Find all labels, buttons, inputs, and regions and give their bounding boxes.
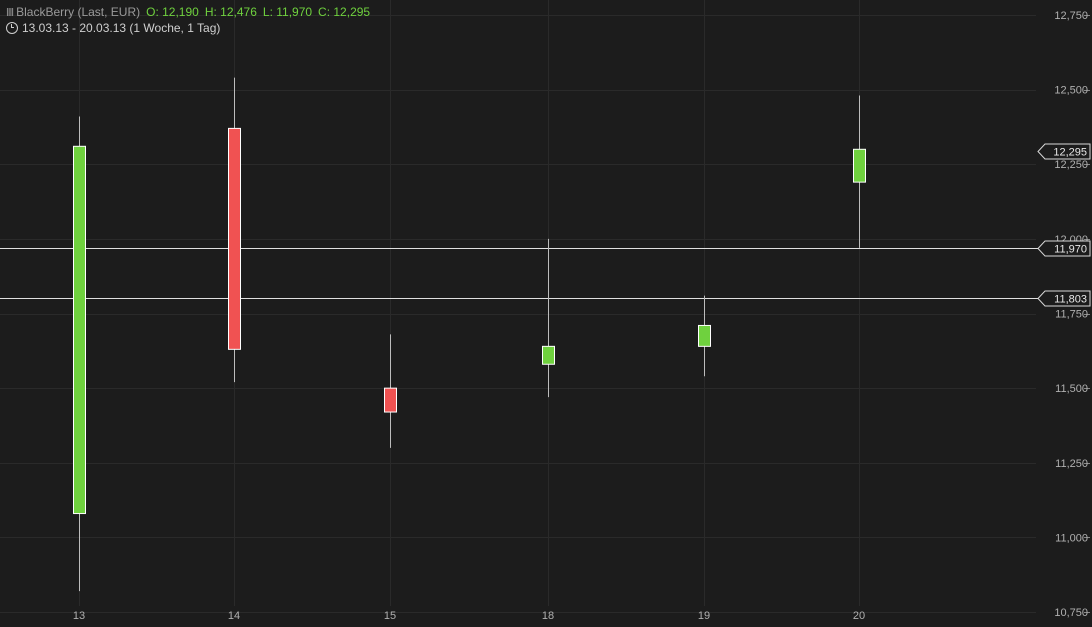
last-price-tag-text: 12,295 <box>1053 147 1087 159</box>
period-label: 13.03.13 - 20.03.13 (1 Woche, 1 Tag) <box>22 21 221 35</box>
ohlc-values: O: 12,190 H: 12,476 L: 11,970 C: 12,295 <box>146 5 376 19</box>
candle-body <box>228 127 241 350</box>
marker-price-tag-text: 11,803 <box>1054 294 1087 306</box>
marker-price-tag-text: 11,970 <box>1054 244 1087 256</box>
x-tick-label: 19 <box>698 610 710 622</box>
y-tick-label: 11,500 <box>1055 383 1088 395</box>
y-tick-label: 11,000 <box>1055 532 1088 544</box>
y-tick-label: 12,500 <box>1054 85 1088 97</box>
clock-icon <box>6 22 18 34</box>
candle-body <box>542 345 555 365</box>
open-value: O: 12,190 <box>146 5 199 19</box>
y-tick-label: 11,750 <box>1055 309 1088 321</box>
instrument-name: BlackBerry (Last, EUR) <box>16 5 141 19</box>
y-tick-label: 11,250 <box>1055 458 1088 470</box>
candle-body <box>698 324 711 347</box>
y-tick-label: 12,250 <box>1054 159 1088 171</box>
x-tick-label: 20 <box>853 610 865 622</box>
low-value: L: 11,970 <box>262 5 313 19</box>
candle-body <box>853 148 866 183</box>
y-tick-label: 10,750 <box>1054 607 1088 619</box>
y-tick-label: 12,750 <box>1054 10 1088 22</box>
candlestick-icon: ‖‖ <box>6 7 14 19</box>
x-tick-label: 18 <box>542 610 554 622</box>
last-price-tag-box <box>1037 143 1091 160</box>
close-value: C: 12,295 <box>318 5 371 19</box>
x-tick-label: 14 <box>228 610 240 622</box>
candle-body <box>73 145 86 515</box>
marker-price-tag-box <box>1037 290 1091 307</box>
x-tick-label: 13 <box>73 610 85 622</box>
chart-header-instrument: ‖‖ BlackBerry (Last, EUR) O: 12,190 H: 12,4… <box>6 5 376 20</box>
candle-body <box>384 387 397 413</box>
high-value: H: 12,476 <box>204 5 257 19</box>
chart-header-period: 13.03.13 - 20.03.13 (1 Woche, 1 Tag) <box>6 21 220 35</box>
x-tick-label: 15 <box>384 610 396 622</box>
marker-price-tag-box <box>1037 240 1091 257</box>
